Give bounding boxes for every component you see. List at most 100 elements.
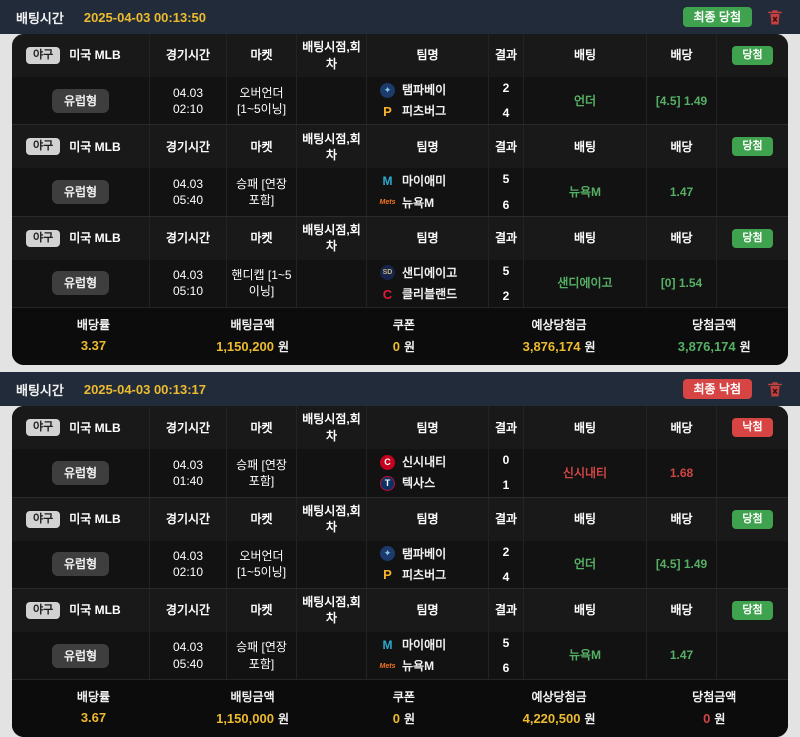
badge-cell xyxy=(717,168,788,216)
team-name: 탬파베이 xyxy=(402,546,447,561)
market-cell: 오버언더 [1~5이닝] xyxy=(227,540,297,588)
bet-slip-header: 배팅시간 2025-04-03 00:13:50 최종 당첨 xyxy=(0,0,800,34)
bet-slip-header: 배팅시간 2025-04-03 00:13:17 최종 낙첨 xyxy=(0,372,800,407)
bet-pick: 언더 xyxy=(573,557,597,572)
odds-rate-label: 배당률 xyxy=(76,318,111,333)
badge-cell xyxy=(717,77,788,125)
col-odds: 배당 xyxy=(647,406,717,450)
odds-type-chip: 유럽형 xyxy=(51,643,110,668)
col-result: 결과 xyxy=(489,34,524,77)
col-team: 팀명 xyxy=(367,125,489,169)
market-cell: 승패 [연장포함] xyxy=(227,631,297,680)
team-name: 신시내티 xyxy=(402,455,447,470)
bet-slip-table: 야구 미국 MLB 경기시간 마켓 배팅시점,회차 팀명 결과 배팅 배당 당첨 … xyxy=(12,34,788,366)
bet-summary-footer: 배당률 3.67 배팅금액 1,150,000 원 쿠폰 0 원 예상당첨금 4,220,5… xyxy=(12,679,788,737)
col-odds: 배당 xyxy=(647,497,717,541)
sport-chip: 야구 xyxy=(26,138,61,156)
bet-time-label: 배팅시간 xyxy=(16,10,64,26)
bet-leg-segment: 야구 미국 MLB 경기시간 마켓 배팅시점,회차 팀명 결과 배팅 배당 당첨 … xyxy=(12,587,788,680)
col-odds: 배당 xyxy=(647,125,717,169)
team-name: 샌디에이고 xyxy=(402,265,458,280)
sport-chip: 야구 xyxy=(26,419,61,437)
league-label: 미국 MLB xyxy=(69,48,121,63)
team-name: 탬파베이 xyxy=(402,83,447,97)
won-amount-value: 0 xyxy=(703,711,711,727)
sport-chip: 야구 xyxy=(26,601,61,619)
sport-chip: 야구 xyxy=(26,510,61,528)
won-amount-value: 3,876,174 xyxy=(677,339,736,355)
odds-value: [0] 1.54 xyxy=(660,276,703,291)
col-bet-point: 배팅시점,회차 xyxy=(297,406,367,450)
leg-header-row: 야구 미국 MLB 경기시간 마켓 배팅시점,회차 팀명 결과 배팅 배당 당첨 xyxy=(12,124,788,169)
leg-header-row: 야구 미국 MLB 경기시간 마켓 배팅시점,회차 팀명 결과 배팅 배당 낙첨 xyxy=(12,406,788,450)
col-game-time: 경기시간 xyxy=(150,588,227,632)
leg-header-row: 야구 미국 MLB 경기시간 마켓 배팅시점,회차 팀명 결과 배팅 배당 당첨 xyxy=(12,215,788,260)
bet-point-cell xyxy=(297,77,367,125)
col-game-time: 경기시간 xyxy=(150,497,227,541)
bet-amount-label: 배팅금액 xyxy=(230,690,275,705)
odds-value: 1.68 xyxy=(669,465,694,480)
team-logo: ✦ xyxy=(380,546,395,562)
leg-data-row: 유럽형 04.03 05:10 핸디캡 [1~5이닝] SD 샌디에이고 C 클리블랜… xyxy=(12,259,788,308)
leg-result-badge: 당첨 xyxy=(732,228,773,248)
col-bet-point: 배팅시점,회차 xyxy=(297,497,367,541)
final-status-badge: 최종 당첨 xyxy=(682,7,752,27)
col-game-time: 경기시간 xyxy=(150,125,227,169)
bet-point-cell xyxy=(297,168,367,216)
bet-pick: 뉴욕M xyxy=(568,184,602,199)
team-logo: SD xyxy=(380,265,395,281)
game-time-cell: 04.03 05:40 xyxy=(150,631,227,680)
leg-result-badge: 당첨 xyxy=(732,509,773,529)
bet-leg-segment: 야구 미국 MLB 경기시간 마켓 배팅시점,회차 팀명 결과 배팅 배당 당첨 … xyxy=(12,34,788,125)
col-result: 결과 xyxy=(489,588,524,632)
col-market: 마켓 xyxy=(227,216,297,260)
col-market: 마켓 xyxy=(227,34,297,77)
col-bet: 배팅 xyxy=(524,406,647,450)
league-label: 미국 MLB xyxy=(69,511,121,526)
teams-cell: C 신시내티 T 텍사스 xyxy=(367,449,489,497)
teams-cell: ✦ 탬파베이 P 피츠버그 xyxy=(367,540,489,588)
bet-time-label: 배팅시간 xyxy=(16,382,64,398)
team-logo: Mets xyxy=(379,662,396,670)
leg-header-row: 야구 미국 MLB 경기시간 마켓 배팅시점,회차 팀명 결과 배팅 배당 당첨 xyxy=(12,587,788,632)
leg-data-row: 유럽형 04.03 05:40 승패 [연장포함] M 마이애미 Mets 뉴욕M 5… xyxy=(12,168,788,216)
team-name: 클리블랜드 xyxy=(402,286,458,301)
sport-chip: 야구 xyxy=(26,47,61,64)
col-odds: 배당 xyxy=(647,34,717,77)
col-market: 마켓 xyxy=(227,125,297,169)
bet-slip-table: 야구 미국 MLB 경기시간 마켓 배팅시점,회차 팀명 결과 배팅 배당 낙첨 … xyxy=(12,406,788,737)
badge-cell xyxy=(717,540,788,588)
team-logo: M xyxy=(382,174,393,189)
bet-pick: 샌디에이고 xyxy=(557,276,613,291)
odds-value: 1.47 xyxy=(669,648,694,663)
badge-cell xyxy=(717,631,788,680)
odds-rate-value: 3.67 xyxy=(80,710,107,726)
col-bet-point: 배팅시점,회차 xyxy=(297,216,367,260)
game-time-cell: 04.03 05:10 xyxy=(150,259,227,308)
badge-cell xyxy=(717,259,788,308)
bet-point-cell xyxy=(297,449,367,497)
col-market: 마켓 xyxy=(227,588,297,632)
teams-cell: SD 샌디에이고 C 클리블랜드 xyxy=(367,259,489,308)
leg-data-row: 유럽형 04.03 02:10 오버언더 [1~5이닝] ✦ 탬파베이 P 피츠버그 … xyxy=(12,540,788,588)
sport-chip: 야구 xyxy=(26,229,61,247)
delete-icon[interactable] xyxy=(766,8,784,26)
bet-summary-footer: 배당률 3.37 배팅금액 1,150,200 원 쿠폰 0 원 예상당첨금 3,876,1… xyxy=(12,307,788,366)
col-result: 결과 xyxy=(489,497,524,541)
market-cell: 승패 [연장포함] xyxy=(227,449,297,497)
leg-header-row: 야구 미국 MLB 경기시간 마켓 배팅시점,회차 팀명 결과 배팅 배당 당첨 xyxy=(12,34,788,77)
delete-icon[interactable] xyxy=(766,380,784,398)
leg-result-badge: 낙첨 xyxy=(732,418,773,438)
odds-type-chip: 유럽형 xyxy=(51,180,110,205)
game-time-cell: 04.03 02:10 xyxy=(150,77,227,125)
odds-value: [4.5] 1.49 xyxy=(655,93,708,108)
col-bet: 배팅 xyxy=(524,216,647,260)
league-label: 미국 MLB xyxy=(69,139,121,154)
expected-win-label: 예상당첨금 xyxy=(531,690,587,705)
bet-pick: 뉴욕M xyxy=(568,648,602,663)
col-game-time: 경기시간 xyxy=(150,216,227,260)
odds-value: 1.47 xyxy=(669,184,694,199)
